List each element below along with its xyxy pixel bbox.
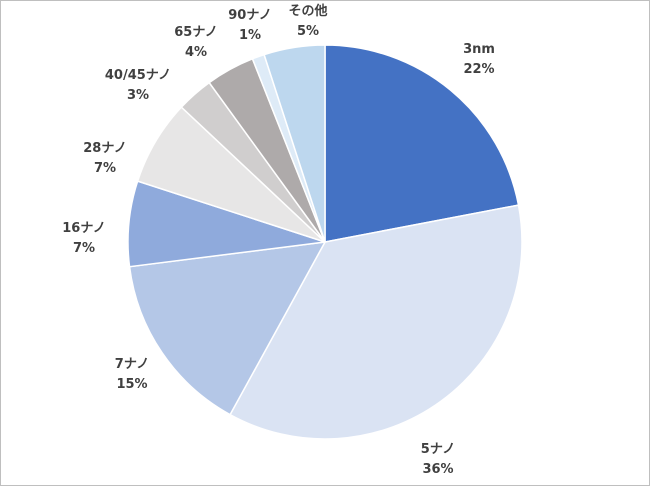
slice-percent-label: 22% xyxy=(463,62,494,77)
slice-percent-label: 36% xyxy=(422,462,453,477)
slice-category-label: 40/45ナノ xyxy=(105,68,171,83)
pie-slice-0 xyxy=(324,44,520,243)
pie-slice-8 xyxy=(263,44,326,243)
slice-category-label: 5ナノ xyxy=(421,442,455,457)
slice-category-label: 65ナノ xyxy=(174,25,217,40)
slice-category-label: 16ナノ xyxy=(62,221,105,236)
slice-percent-label: 5% xyxy=(297,24,319,39)
slice-percent-label: 7% xyxy=(73,241,95,256)
slice-category-label: 28ナノ xyxy=(83,141,126,156)
pie-slice-2 xyxy=(128,241,327,416)
slice-category-label: 90ナノ xyxy=(228,8,271,23)
pie-slice-1 xyxy=(229,204,523,440)
slice-category-label: 7ナノ xyxy=(115,357,149,372)
slice-category-label: 3nm xyxy=(463,42,495,57)
slice-percent-label: 4% xyxy=(185,45,207,60)
slice-percent-label: 7% xyxy=(94,161,116,176)
slice-percent-label: 3% xyxy=(127,88,149,103)
slice-category-label: その他 xyxy=(288,3,327,19)
slice-percent-label: 15% xyxy=(116,377,147,392)
slice-percent-label: 1% xyxy=(239,28,261,43)
